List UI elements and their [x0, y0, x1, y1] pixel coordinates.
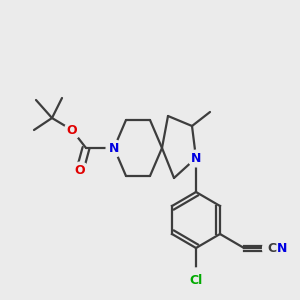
- Text: O: O: [67, 124, 77, 136]
- Text: N: N: [191, 152, 201, 164]
- Text: Cl: Cl: [189, 274, 203, 286]
- Text: O: O: [75, 164, 85, 176]
- Text: N: N: [277, 242, 287, 254]
- Text: C: C: [267, 242, 277, 254]
- Text: N: N: [109, 142, 119, 154]
